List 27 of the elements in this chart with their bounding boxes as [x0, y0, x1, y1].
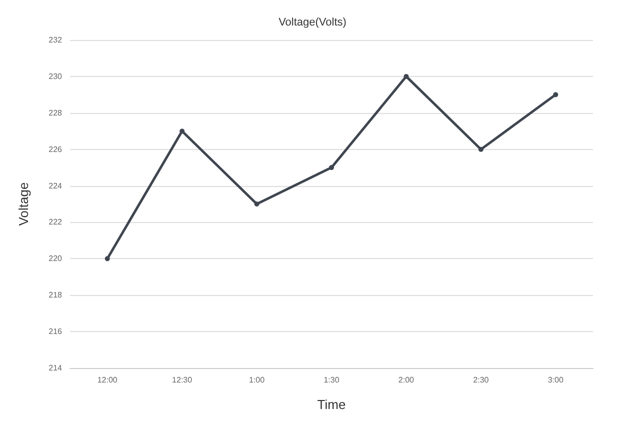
point — [553, 92, 558, 98]
y-tick-label: 220 — [48, 254, 63, 264]
point — [329, 165, 334, 170]
x-tick-label: 3:00 — [548, 376, 564, 384]
x-tick-label: 1:00 — [248, 376, 266, 384]
x-tick-label: 12:30 — [172, 376, 193, 384]
x-axis-title: Time — [317, 397, 346, 412]
x-tick-label: 12:00 — [97, 376, 118, 384]
y-tick-label: 232 — [48, 36, 63, 44]
point — [404, 74, 409, 79]
y-tick-label: 224 — [48, 181, 63, 190]
y-axis-title: Voltage — [16, 182, 31, 226]
chart-title: Voltage(Volts) — [278, 16, 346, 28]
y-tick-label: 228 — [48, 108, 63, 118]
point — [254, 202, 260, 206]
y-tick-label: 226 — [48, 144, 63, 154]
x-tick-label: 2:30 — [473, 376, 490, 384]
point — [478, 146, 484, 152]
y-tick-label: 230 — [48, 72, 63, 81]
point — [104, 256, 110, 262]
y-tick-label: 214 — [48, 364, 63, 372]
x-tick-label: 2:00 — [398, 376, 415, 384]
y-tick-label: 216 — [48, 327, 63, 336]
x-tick-label: 1:30 — [324, 376, 340, 384]
point — [180, 128, 185, 134]
y-tick-label: 222 — [48, 218, 63, 227]
y-tick-label: 218 — [48, 290, 63, 300]
